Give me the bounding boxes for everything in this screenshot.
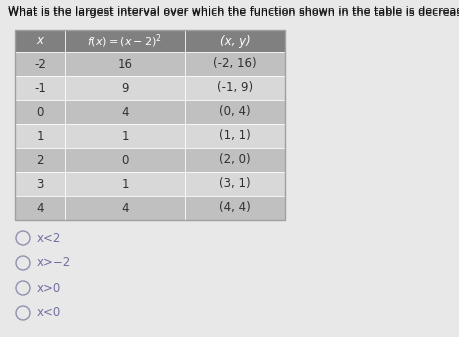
Text: What is the largest interval over which the function shown in the table is decre: What is the largest interval over which … (8, 8, 459, 18)
Text: 0: 0 (36, 105, 44, 119)
Text: (x, y): (x, y) (219, 34, 250, 48)
Bar (15, 196, 65, 220)
Bar (15, 172, 65, 196)
Text: 1: 1 (36, 129, 44, 143)
Text: 0: 0 (121, 153, 129, 166)
Bar (65, 52, 185, 76)
Text: 3: 3 (36, 178, 44, 190)
Text: 4: 4 (121, 202, 129, 214)
Bar (185, 30, 285, 52)
Text: -2: -2 (34, 58, 46, 70)
Text: x<0: x<0 (37, 306, 61, 319)
Bar (65, 100, 185, 124)
Text: x>0: x>0 (37, 281, 61, 295)
Bar (185, 76, 285, 100)
Bar (65, 76, 185, 100)
Bar (15, 52, 65, 76)
Bar (185, 172, 285, 196)
Bar (185, 148, 285, 172)
Bar (65, 148, 185, 172)
Text: 9: 9 (121, 82, 129, 94)
Bar (15, 124, 65, 148)
Text: (3, 1): (3, 1) (219, 178, 251, 190)
Text: What is the largest interval over which the function shown in the table is decre: What is the largest interval over which … (8, 6, 459, 16)
Text: -1: -1 (34, 82, 46, 94)
Bar (65, 196, 185, 220)
Bar (15, 30, 285, 220)
Bar (65, 172, 185, 196)
Text: 16: 16 (118, 58, 133, 70)
Text: (0, 4): (0, 4) (219, 105, 251, 119)
Bar (65, 124, 185, 148)
Bar (15, 148, 65, 172)
Text: 4: 4 (36, 202, 44, 214)
Text: $f(x) = (x-2)^2$: $f(x) = (x-2)^2$ (88, 32, 162, 50)
Bar (185, 100, 285, 124)
Text: 1: 1 (121, 178, 129, 190)
Text: (-1, 9): (-1, 9) (217, 82, 253, 94)
Text: x>−2: x>−2 (37, 256, 71, 270)
Bar (15, 30, 65, 52)
Bar (185, 196, 285, 220)
Bar (15, 76, 65, 100)
Bar (65, 30, 185, 52)
Text: (4, 4): (4, 4) (219, 202, 251, 214)
Text: 1: 1 (121, 129, 129, 143)
Text: 4: 4 (121, 105, 129, 119)
Text: 2: 2 (36, 153, 44, 166)
Bar (185, 124, 285, 148)
Text: x<2: x<2 (37, 232, 62, 245)
Bar (185, 52, 285, 76)
Text: (1, 1): (1, 1) (219, 129, 251, 143)
Bar (15, 100, 65, 124)
Text: (-2, 16): (-2, 16) (213, 58, 257, 70)
Text: x: x (37, 34, 44, 48)
Text: (2, 0): (2, 0) (219, 153, 251, 166)
